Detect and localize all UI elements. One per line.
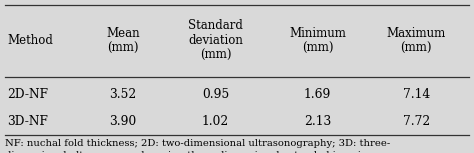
Text: 7.72: 7.72 bbox=[402, 115, 430, 128]
Text: 1.02: 1.02 bbox=[202, 115, 229, 128]
Text: Method: Method bbox=[7, 34, 53, 47]
Text: Standard
deviation
(mm): Standard deviation (mm) bbox=[188, 19, 243, 62]
Text: 2.13: 2.13 bbox=[304, 115, 331, 128]
Text: 3D-NF: 3D-NF bbox=[7, 115, 48, 128]
Text: 3.90: 3.90 bbox=[109, 115, 137, 128]
Text: 2D-NF: 2D-NF bbox=[7, 88, 48, 101]
Text: Maximum
(mm): Maximum (mm) bbox=[387, 26, 446, 55]
Text: NF: nuchal fold thickness; 2D: two-dimensional ultrasonography; 3D: three-: NF: nuchal fold thickness; 2D: two-dimen… bbox=[5, 139, 390, 148]
Text: 3.52: 3.52 bbox=[109, 88, 137, 101]
Text: Mean
(mm): Mean (mm) bbox=[107, 26, 140, 55]
Text: Minimum
(mm): Minimum (mm) bbox=[289, 26, 346, 55]
Text: 0.95: 0.95 bbox=[202, 88, 229, 101]
Text: 7.14: 7.14 bbox=[402, 88, 430, 101]
Text: 1.69: 1.69 bbox=[304, 88, 331, 101]
Text: dimensional ultrasonography using three-dimensional extended imaging.: dimensional ultrasonography using three-… bbox=[5, 151, 377, 153]
